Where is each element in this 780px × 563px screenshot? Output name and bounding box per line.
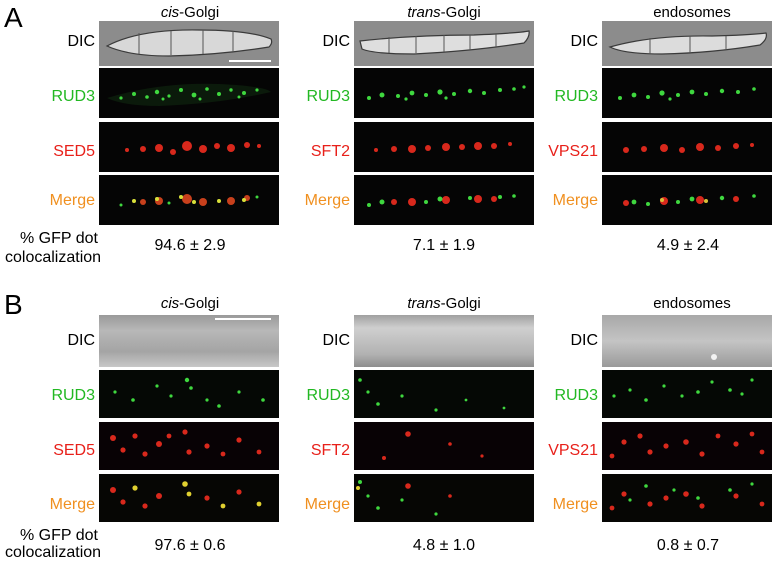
- merge-image: [602, 175, 772, 225]
- rud3-image: [99, 370, 279, 418]
- row-label-dic: DIC: [67, 33, 95, 50]
- colocalization-label-line2: colocalization: [5, 249, 102, 266]
- row-label-marker: SFT2: [310, 442, 350, 459]
- row-label-dic: DIC: [67, 332, 95, 349]
- vps21-image: [602, 422, 772, 470]
- vps21-image: [602, 122, 772, 172]
- merge-image: [602, 474, 772, 522]
- panel-letter-a: A: [4, 2, 23, 33]
- sed5-image: [99, 122, 279, 172]
- row-label-dic: DIC: [570, 332, 598, 349]
- row-label-marker: VPS21: [548, 442, 598, 459]
- dic-image: [602, 315, 772, 367]
- merge-image: [99, 474, 279, 522]
- colocalization-value: 7.1 ± 1.9: [412, 237, 476, 254]
- row-label-marker: SED5: [53, 442, 95, 459]
- colocalization-value: 4.9 ± 2.4: [656, 237, 720, 254]
- merge-image: [99, 175, 279, 225]
- row-label-merge: Merge: [552, 192, 598, 209]
- row-label-merge: Merge: [304, 192, 350, 209]
- row-label-rud3: RUD3: [306, 387, 350, 404]
- colocalization-value: 0.8 ± 0.7: [656, 537, 720, 554]
- sed5-image: [99, 422, 279, 470]
- merge-image: [354, 175, 534, 225]
- row-label-rud3: RUD3: [554, 387, 598, 404]
- dic-image: [99, 315, 279, 367]
- column-header-cis-golgi-b: cis-Golgi: [160, 295, 220, 312]
- dic-image: [354, 21, 534, 66]
- row-label-dic: DIC: [570, 33, 598, 50]
- row-label-marker: VPS21: [548, 143, 598, 160]
- row-label-merge: Merge: [49, 496, 95, 513]
- colocalization-label-line2: colocalization: [5, 544, 102, 561]
- colocalization-value: 94.6 ± 2.9: [154, 237, 226, 254]
- panel-letter-b: B: [4, 289, 23, 320]
- row-label-rud3: RUD3: [51, 387, 95, 404]
- row-label-merge: Merge: [304, 496, 350, 513]
- row-label-dic: DIC: [322, 332, 350, 349]
- column-header-trans-golgi-b: trans-Golgi: [407, 295, 481, 312]
- colocalization-value: 97.6 ± 0.6: [154, 537, 226, 554]
- column-header-trans-golgi-a: trans-Golgi: [407, 4, 481, 21]
- row-label-merge: Merge: [552, 496, 598, 513]
- row-label-marker: SED5: [53, 143, 95, 160]
- column-header-endosomes-b: endosomes: [653, 295, 731, 312]
- row-label-dic: DIC: [322, 33, 350, 50]
- rud3-image: [602, 370, 772, 418]
- sft2-image: [354, 422, 534, 470]
- row-label-marker: SFT2: [310, 143, 350, 160]
- row-label-rud3: RUD3: [554, 88, 598, 105]
- colocalization-label-line1: % GFP dot: [20, 230, 98, 247]
- colocalization-label-line1: % GFP dot: [20, 527, 98, 544]
- sft2-image: [354, 122, 534, 172]
- rud3-image: [354, 68, 534, 118]
- dic-image: [354, 315, 534, 367]
- dic-image: [99, 21, 279, 66]
- rud3-image: [602, 68, 772, 118]
- colocalization-value: 4.8 ± 1.0: [412, 537, 476, 554]
- row-label-rud3: RUD3: [51, 88, 95, 105]
- merge-image: [354, 474, 534, 522]
- rud3-image: [354, 370, 534, 418]
- dic-image: [602, 21, 772, 66]
- row-label-merge: Merge: [49, 192, 95, 209]
- column-header-cis-golgi-a: cis-Golgi: [160, 4, 220, 21]
- rud3-image: [99, 68, 279, 118]
- row-label-rud3: RUD3: [306, 88, 350, 105]
- column-header-endosomes-a: endosomes: [653, 4, 731, 21]
